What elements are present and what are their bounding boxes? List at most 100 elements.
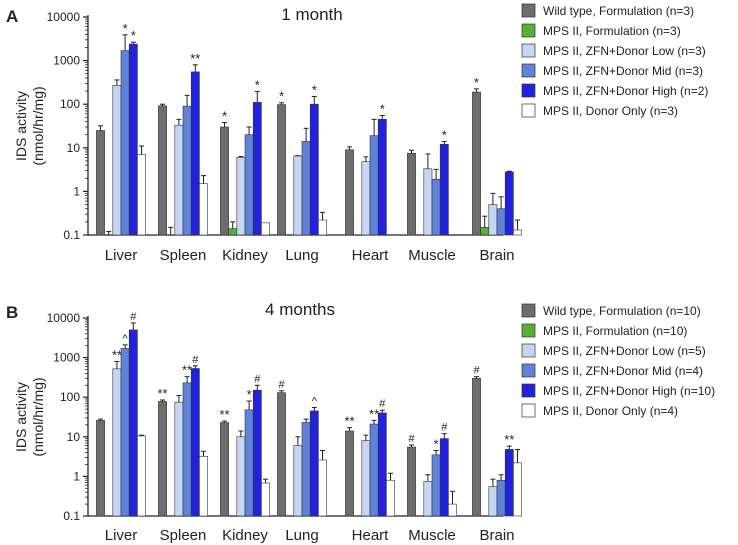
significance-marker: * [312, 83, 317, 98]
bar-brain-low [488, 204, 498, 236]
y-tick-label: 1 [73, 184, 80, 198]
bar-brain-donor [513, 229, 522, 236]
legend-label-form: MPS II, Formulation (n=3) [543, 24, 681, 38]
significance-marker: ** [190, 51, 200, 66]
significance-marker: ^ [123, 333, 129, 345]
bar-heart-low [361, 440, 371, 517]
bar-lung-donor [318, 219, 327, 236]
bar-heart-mid [369, 135, 379, 236]
bar-liver-high [128, 329, 138, 517]
y-tick-label: 100 [60, 97, 80, 111]
bar-spleen-donor [199, 456, 208, 517]
significance-marker: # [408, 433, 415, 445]
bar-kidney-donor [261, 222, 270, 236]
bar-muscle-mid [431, 178, 441, 236]
y-tick-label: 10000 [47, 10, 81, 24]
bar-kidney-high [252, 102, 262, 236]
x-category-label: Kidney [222, 527, 268, 544]
chart-title: 1 month [281, 5, 342, 24]
legend-swatch-wt [521, 3, 536, 18]
bar-kidney-low [236, 436, 246, 517]
legend-swatch-high [521, 383, 536, 398]
x-category-label: Lung [285, 527, 318, 544]
significance-marker: # [130, 311, 137, 323]
panel-a-1-month: A 1 month IDS activity(nmol/hr/mg) 0.1 1 10 10… [6, 3, 708, 264]
legend-label-mid: MPS II, ZFN+Donor Mid (n=3) [543, 64, 703, 78]
legend-label-high: MPS II, ZFN+Donor High (n=2) [543, 84, 708, 98]
legend-label-donor: MPS II, Donor Only (n=3) [543, 104, 678, 118]
y-axis-label-line2: (nmol/hr/mg) [30, 86, 46, 165]
bar-brain-form [480, 227, 490, 236]
significance-marker: * [442, 127, 447, 142]
significance-marker: ** [219, 407, 229, 422]
bar-spleen-mid [182, 382, 192, 517]
y-tick-label: 10000 [47, 311, 81, 325]
bar-lung-wt [277, 392, 286, 517]
x-category-label: Heart [352, 247, 390, 264]
legend-swatch-donor [521, 103, 536, 118]
legend-swatch-mid [521, 63, 536, 78]
legend-swatch-form [521, 323, 536, 338]
x-category-label: Muscle [408, 527, 456, 544]
bar-muscle-high [439, 438, 449, 517]
y-tick-label: 10 [67, 141, 81, 155]
legend-swatch-low [521, 43, 536, 58]
bar-spleen-low [174, 401, 184, 517]
bar-heart-high [377, 119, 387, 236]
bar-lung-wt [277, 104, 286, 236]
legend-label-high: MPS II, ZFN+Donor High (n=10) [543, 384, 715, 398]
significance-marker: ** [344, 414, 354, 429]
legend-label-low: MPS II, ZFN+Donor Low (n=5) [543, 344, 706, 358]
bar-brain-wt [472, 378, 481, 517]
significance-marker: # [278, 379, 285, 391]
legend-swatch-low [521, 343, 536, 358]
bar-liver-high [128, 43, 138, 236]
bar-liver-mid [120, 348, 130, 517]
significance-marker: * [279, 89, 284, 104]
y-tick-label: 10 [67, 430, 81, 444]
bar-liver-wt [96, 130, 105, 236]
significance-marker: # [254, 373, 261, 385]
chart-title: 4 months [265, 300, 335, 319]
bar-brain-high [504, 171, 514, 236]
legend-label-wt: Wild type, Formulation (n=3) [543, 4, 694, 18]
y-axis-label-line1: IDS activity [13, 382, 29, 452]
x-category-label: Liver [105, 247, 138, 264]
panel-letter: B [6, 303, 18, 322]
bar-lung-high [309, 103, 319, 236]
x-category-label: Lung [285, 247, 318, 264]
bar-brain-mid [496, 208, 506, 236]
bar-spleen-wt [158, 105, 167, 236]
significance-marker: * [222, 109, 227, 124]
bar-kidney-mid [244, 134, 254, 236]
bar-liver-mid [120, 50, 130, 236]
bar-liver-wt [96, 420, 105, 517]
bar-muscle-low [423, 481, 433, 517]
panel-letter: A [6, 7, 18, 26]
bar-lung-low [293, 155, 303, 236]
significance-marker: * [474, 75, 479, 90]
bar-brain-mid [496, 479, 506, 517]
legend-swatch-wt [521, 303, 536, 318]
significance-marker: ^ [312, 395, 318, 407]
bar-spleen-high [190, 368, 200, 517]
significance-marker: * [434, 437, 439, 452]
bar-brain-high [504, 449, 514, 517]
x-category-label: Heart [352, 527, 390, 544]
legend-swatch-form [521, 23, 536, 38]
significance-marker: * [380, 102, 385, 117]
bar-kidney-low [236, 157, 246, 236]
significance-marker: * [247, 387, 252, 402]
x-category-label: Kidney [222, 247, 268, 264]
bar-liver-donor [137, 435, 146, 517]
significance-marker: # [441, 422, 448, 434]
bar-kidney-wt [220, 126, 229, 236]
significance-marker: # [379, 398, 386, 410]
significance-marker: ** [157, 386, 167, 401]
bar-lung-mid [301, 422, 311, 517]
significance-marker: ** [182, 363, 192, 378]
bar-lung-mid [301, 141, 311, 236]
legend-swatch-high [521, 83, 536, 98]
y-tick-label: 1000 [53, 54, 80, 68]
